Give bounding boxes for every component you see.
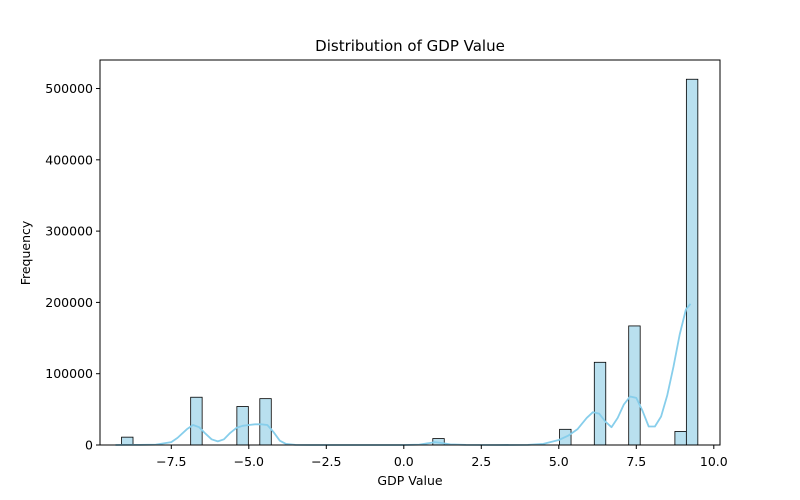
histogram-bar-7 — [628, 325, 641, 446]
y-tick-label: 300000 — [45, 224, 93, 239]
chart-title: Distribution of GDP Value — [315, 37, 505, 55]
x-tick-label: 7.5 — [626, 454, 646, 469]
histogram-bar-1 — [190, 396, 203, 446]
x-tick-label: 2.5 — [471, 454, 491, 469]
y-tick-label: 400000 — [45, 152, 93, 167]
x-tick-label: 10.0 — [700, 454, 728, 469]
y-tick-label: 500000 — [45, 81, 93, 96]
kde-line — [115, 303, 692, 446]
y-axis: 0 100000 200000 300000 400000 500000 — [45, 81, 100, 453]
kde-curve-group — [115, 303, 692, 446]
y-tick-label: 200000 — [45, 295, 93, 310]
plot-frame — [99, 59, 721, 446]
histogram-bar-6 — [593, 361, 607, 446]
x-tick-label: −7.5 — [156, 454, 186, 469]
x-tick-label: −2.5 — [311, 454, 341, 469]
x-tick-label: 5.0 — [549, 454, 569, 469]
histogram-bar-3 — [259, 398, 272, 446]
x-tick-label: −5.0 — [234, 454, 264, 469]
histogram-bar-8 — [674, 431, 687, 446]
y-tick-label: 100000 — [45, 366, 93, 381]
x-axis: −7.5 −5.0 −2.5 0.0 2.5 5.0 7.5 10.0 — [156, 445, 728, 469]
y-tick-label: 0 — [85, 438, 93, 453]
x-axis-label: GDP Value — [377, 473, 442, 488]
histogram-bar-9 — [685, 78, 699, 446]
histogram-bars — [121, 78, 699, 446]
histogram-bar-0 — [121, 436, 134, 446]
x-tick-label: 0.0 — [394, 454, 414, 469]
y-axis-label: Frequency — [18, 220, 33, 285]
